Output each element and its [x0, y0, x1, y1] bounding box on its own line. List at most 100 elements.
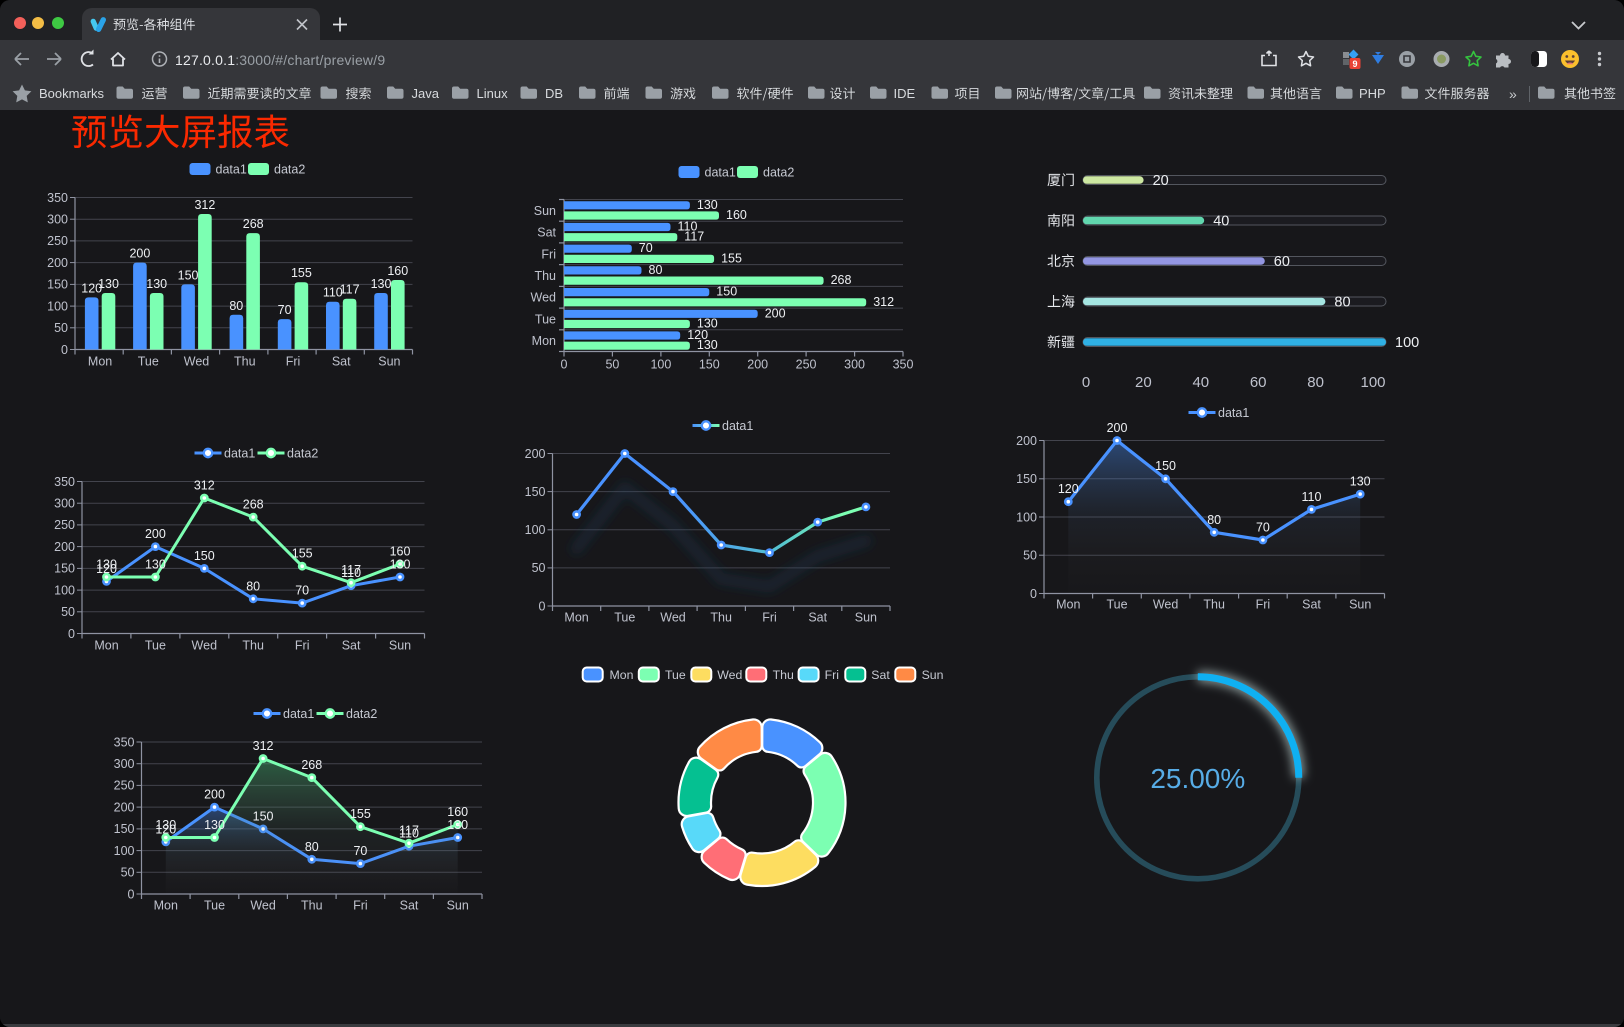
svg-text:80: 80 [305, 840, 319, 854]
svg-text:70: 70 [1256, 521, 1270, 535]
svg-text:150: 150 [54, 562, 75, 576]
svg-text:Sun: Sun [447, 899, 469, 913]
svg-text:data2: data2 [287, 446, 318, 460]
svg-text:Sun: Sun [1349, 598, 1371, 612]
svg-text:130: 130 [204, 818, 225, 832]
svg-text:130: 130 [146, 277, 167, 291]
svg-text:50: 50 [54, 321, 68, 335]
svg-text:117: 117 [340, 283, 360, 297]
svg-text:Thu: Thu [301, 899, 323, 913]
svg-text:117: 117 [399, 824, 419, 838]
svg-text:70: 70 [278, 303, 292, 317]
svg-text:Sun: Sun [855, 611, 877, 625]
svg-text:130: 130 [98, 277, 119, 291]
svg-text:Sun: Sun [534, 204, 556, 218]
svg-text:150: 150 [253, 809, 274, 823]
svg-text:268: 268 [243, 498, 264, 512]
svg-text:200: 200 [129, 247, 150, 261]
svg-text:Tue: Tue [665, 668, 686, 682]
svg-text:120: 120 [81, 281, 102, 295]
svg-text:data2: data2 [763, 165, 794, 179]
svg-text:350: 350 [54, 475, 75, 489]
svg-text:100: 100 [1360, 374, 1385, 391]
svg-text:110: 110 [341, 566, 361, 580]
svg-text:Mon: Mon [94, 639, 118, 653]
svg-text:312: 312 [194, 479, 215, 493]
svg-text:130: 130 [697, 198, 718, 212]
svg-text:Java: Java [412, 86, 440, 101]
svg-text:200: 200 [114, 800, 135, 814]
svg-text:100: 100 [1395, 335, 1419, 351]
svg-text:Thu: Thu [242, 639, 264, 653]
svg-text:100: 100 [54, 583, 75, 597]
svg-text:200: 200 [747, 358, 768, 372]
svg-text:200: 200 [765, 306, 786, 320]
svg-text:50: 50 [1023, 549, 1037, 563]
svg-text:Tue: Tue [204, 899, 225, 913]
svg-text:Sun: Sun [389, 639, 411, 653]
svg-text:50: 50 [61, 605, 75, 619]
svg-text:250: 250 [54, 518, 75, 532]
svg-text:312: 312 [873, 295, 894, 309]
svg-text:Thu: Thu [710, 611, 732, 625]
svg-text:Thu: Thu [1203, 598, 1225, 612]
svg-text:Mon: Mon [532, 334, 556, 348]
svg-text:80: 80 [1334, 295, 1350, 311]
svg-text:Sat: Sat [1302, 598, 1321, 612]
svg-text:150: 150 [699, 358, 720, 372]
svg-text:70: 70 [353, 844, 367, 858]
svg-text:120: 120 [155, 822, 176, 836]
svg-text:40: 40 [1192, 374, 1209, 391]
svg-text:150: 150 [47, 278, 68, 292]
svg-text:200: 200 [145, 527, 166, 541]
svg-text:160: 160 [447, 805, 468, 819]
svg-text:300: 300 [844, 358, 865, 372]
svg-text:110: 110 [678, 220, 698, 234]
svg-text:data1: data1 [224, 446, 255, 460]
svg-text:0: 0 [1082, 374, 1090, 391]
svg-text:150: 150 [178, 268, 199, 282]
svg-text:Tue: Tue [145, 639, 166, 653]
svg-text:IDE: IDE [894, 86, 916, 101]
svg-text:200: 200 [525, 447, 546, 461]
svg-text:Wed: Wed [660, 611, 686, 625]
svg-text:Thu: Thu [773, 668, 794, 682]
svg-text:160: 160 [387, 264, 408, 278]
svg-text:155: 155 [350, 807, 371, 821]
svg-text:268: 268 [831, 273, 852, 287]
svg-text:80: 80 [1307, 374, 1324, 391]
svg-text:20: 20 [1153, 173, 1169, 189]
svg-text:Thu: Thu [534, 269, 556, 283]
svg-text:0: 0 [128, 887, 135, 901]
svg-text:data1: data1 [216, 162, 247, 176]
svg-text:250: 250 [47, 234, 68, 248]
svg-text:Sat: Sat [871, 668, 890, 682]
svg-text:268: 268 [301, 758, 322, 772]
svg-text:110: 110 [1302, 490, 1322, 504]
svg-text:155: 155 [291, 266, 312, 280]
svg-text:150: 150 [114, 822, 135, 836]
svg-text:Mon: Mon [610, 668, 634, 682]
svg-text:data1: data1 [283, 707, 314, 721]
svg-text:130: 130 [1350, 475, 1371, 489]
svg-text:100: 100 [525, 523, 546, 537]
svg-text:350: 350 [893, 358, 914, 372]
svg-text:80: 80 [1207, 513, 1221, 527]
svg-text:0: 0 [61, 343, 68, 357]
svg-text:300: 300 [54, 497, 75, 511]
svg-text:Tue: Tue [1106, 598, 1127, 612]
svg-text:130: 130 [390, 558, 411, 572]
svg-text:9: 9 [1352, 59, 1357, 69]
svg-text:312: 312 [253, 739, 274, 753]
svg-text:25.00%: 25.00% [1150, 763, 1245, 794]
svg-text:130: 130 [697, 338, 718, 352]
svg-text:Sat: Sat [332, 355, 351, 369]
svg-text:0: 0 [68, 627, 75, 641]
svg-text:Fri: Fri [295, 639, 310, 653]
svg-text:Wed: Wed [192, 639, 218, 653]
svg-text:Fri: Fri [762, 611, 777, 625]
svg-text:data1: data1 [1218, 406, 1249, 420]
svg-text:200: 200 [1107, 421, 1128, 435]
svg-text:20: 20 [1135, 374, 1152, 391]
svg-text:200: 200 [1016, 434, 1037, 448]
